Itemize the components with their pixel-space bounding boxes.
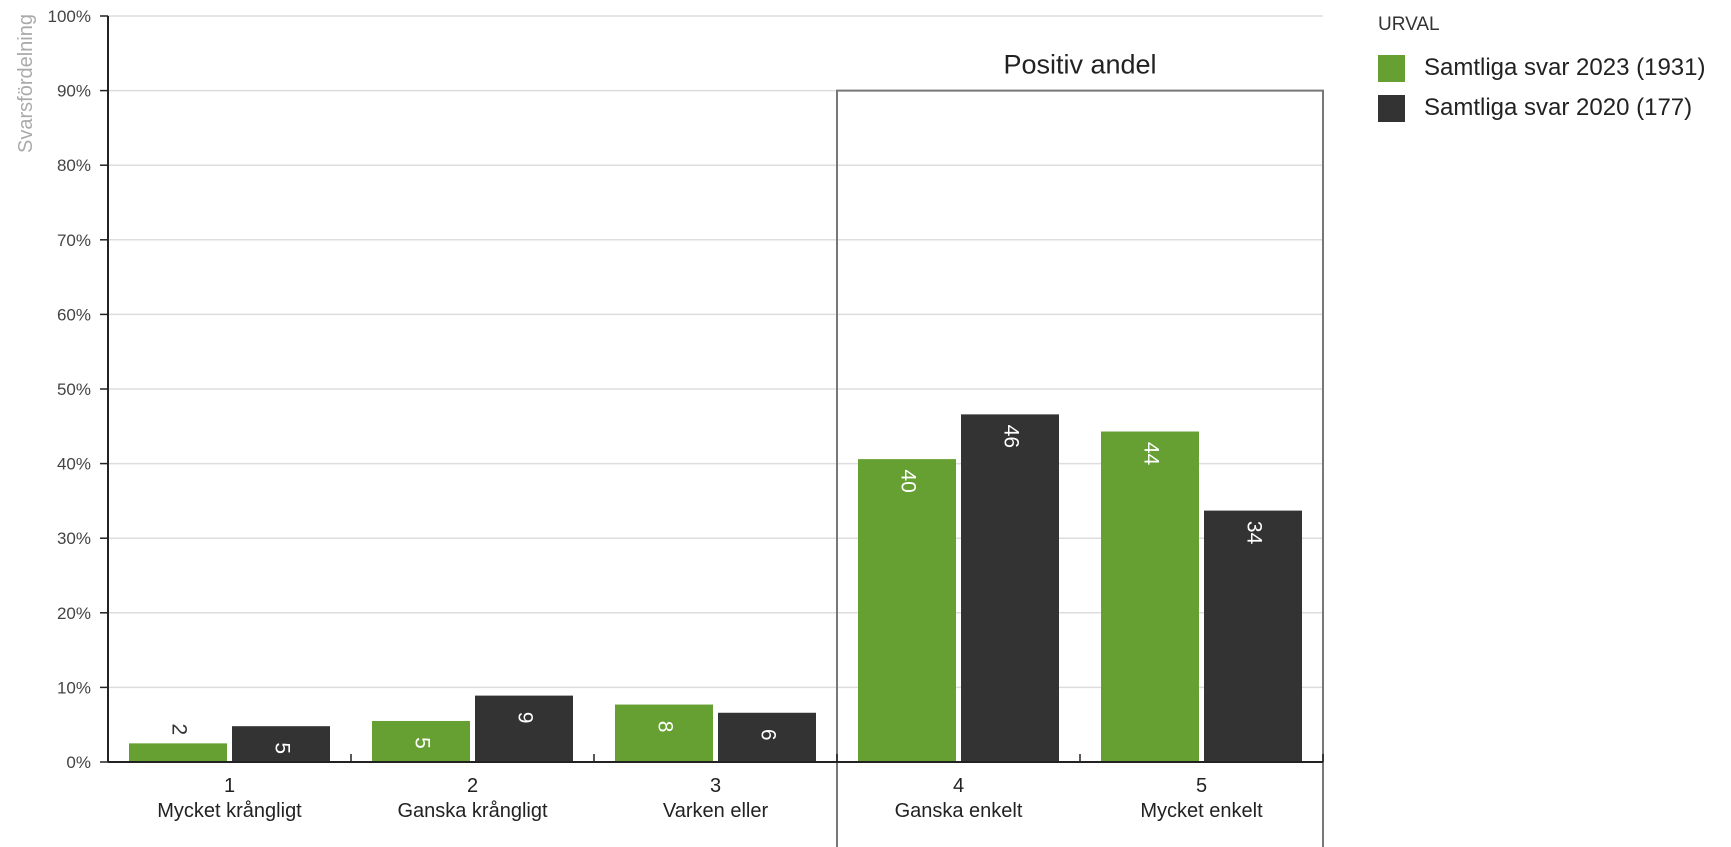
- legend-item-2020[interactable]: Samtliga svar 2020 (177): [1378, 88, 1718, 128]
- data-label: 46: [999, 425, 1022, 448]
- bar[interactable]: [961, 414, 1059, 762]
- y-tick-label: 10%: [57, 678, 91, 697]
- bar[interactable]: [129, 743, 227, 762]
- x-tick-number: 4: [953, 775, 964, 797]
- bar[interactable]: [615, 704, 713, 762]
- data-label: 8: [653, 721, 676, 733]
- positive-share-frame: [836, 89, 1324, 847]
- legend-label-2020: Samtliga svar 2020 (177): [1424, 94, 1693, 121]
- data-label: 5: [270, 742, 293, 754]
- legend-title: URVAL: [1378, 14, 1440, 35]
- legend: URVAL Samtliga svar 2023 (1931) Samtliga…: [1378, 14, 1718, 128]
- axes: [107, 16, 1324, 763]
- x-tick-label: Mycket enkelt: [1140, 800, 1263, 822]
- legend-item-2023[interactable]: Samtliga svar 2023 (1931): [1378, 48, 1718, 88]
- data-label: 9: [513, 712, 536, 724]
- x-tick-label: Varken eller: [663, 800, 769, 822]
- legend-label-2023: Samtliga svar 2023 (1931): [1424, 54, 1706, 81]
- positive-share-box: Positiv andel: [836, 50, 1324, 847]
- x-tick-label: Mycket krångligt: [157, 800, 302, 822]
- bars: 2 5 5 9 8 6 40 46 44 34: [129, 414, 1302, 762]
- y-tick-label: 20%: [57, 604, 91, 623]
- y-tick-label: 30%: [57, 529, 91, 548]
- data-label: 40: [896, 469, 919, 492]
- x-tick-labels: 1 Mycket krångligt 2 Ganska krångligt 3 Varke…: [157, 775, 1263, 822]
- x-tick-label: Ganska enkelt: [895, 800, 1023, 822]
- x-tick-number: 2: [467, 775, 478, 797]
- legend-swatch-2023: [1378, 54, 1405, 82]
- y-tick-label: 0%: [66, 753, 91, 772]
- y-tick-label: 80%: [57, 156, 91, 175]
- bar[interactable]: [718, 712, 816, 762]
- positive-share-label: Positiv andel: [1003, 50, 1156, 80]
- data-label: 6: [756, 729, 779, 741]
- y-tick-label: 40%: [57, 455, 91, 474]
- data-label: 44: [1139, 442, 1162, 466]
- y-tick-label: 50%: [57, 380, 91, 399]
- y-tick-label: 90%: [57, 82, 91, 101]
- bar[interactable]: [858, 459, 956, 762]
- y-tick-labels: 0% 10% 20% 30% 40% 50% 60% 70% 80% 90% 100%: [48, 7, 91, 772]
- bar[interactable]: [372, 720, 470, 762]
- gridlines: [100, 15, 1323, 763]
- x-tick-label: Ganska krångligt: [397, 800, 548, 822]
- y-tick-label: 70%: [57, 231, 91, 250]
- bar[interactable]: [475, 695, 573, 762]
- data-label: 5: [410, 737, 433, 749]
- legend-swatch-2020: [1378, 94, 1405, 122]
- bar[interactable]: [1204, 510, 1302, 762]
- bar[interactable]: [232, 726, 330, 762]
- data-label: 34: [1242, 521, 1265, 545]
- y-tick-label: 60%: [57, 305, 91, 324]
- x-tick-number: 5: [1196, 775, 1207, 797]
- y-axis-title: Svarsfördelning: [15, 14, 37, 153]
- data-label: 2: [167, 724, 190, 736]
- x-tick-number: 3: [710, 775, 721, 797]
- bar[interactable]: [1101, 431, 1199, 762]
- y-tick-label: 100%: [48, 7, 91, 26]
- x-tick-number: 1: [224, 775, 235, 797]
